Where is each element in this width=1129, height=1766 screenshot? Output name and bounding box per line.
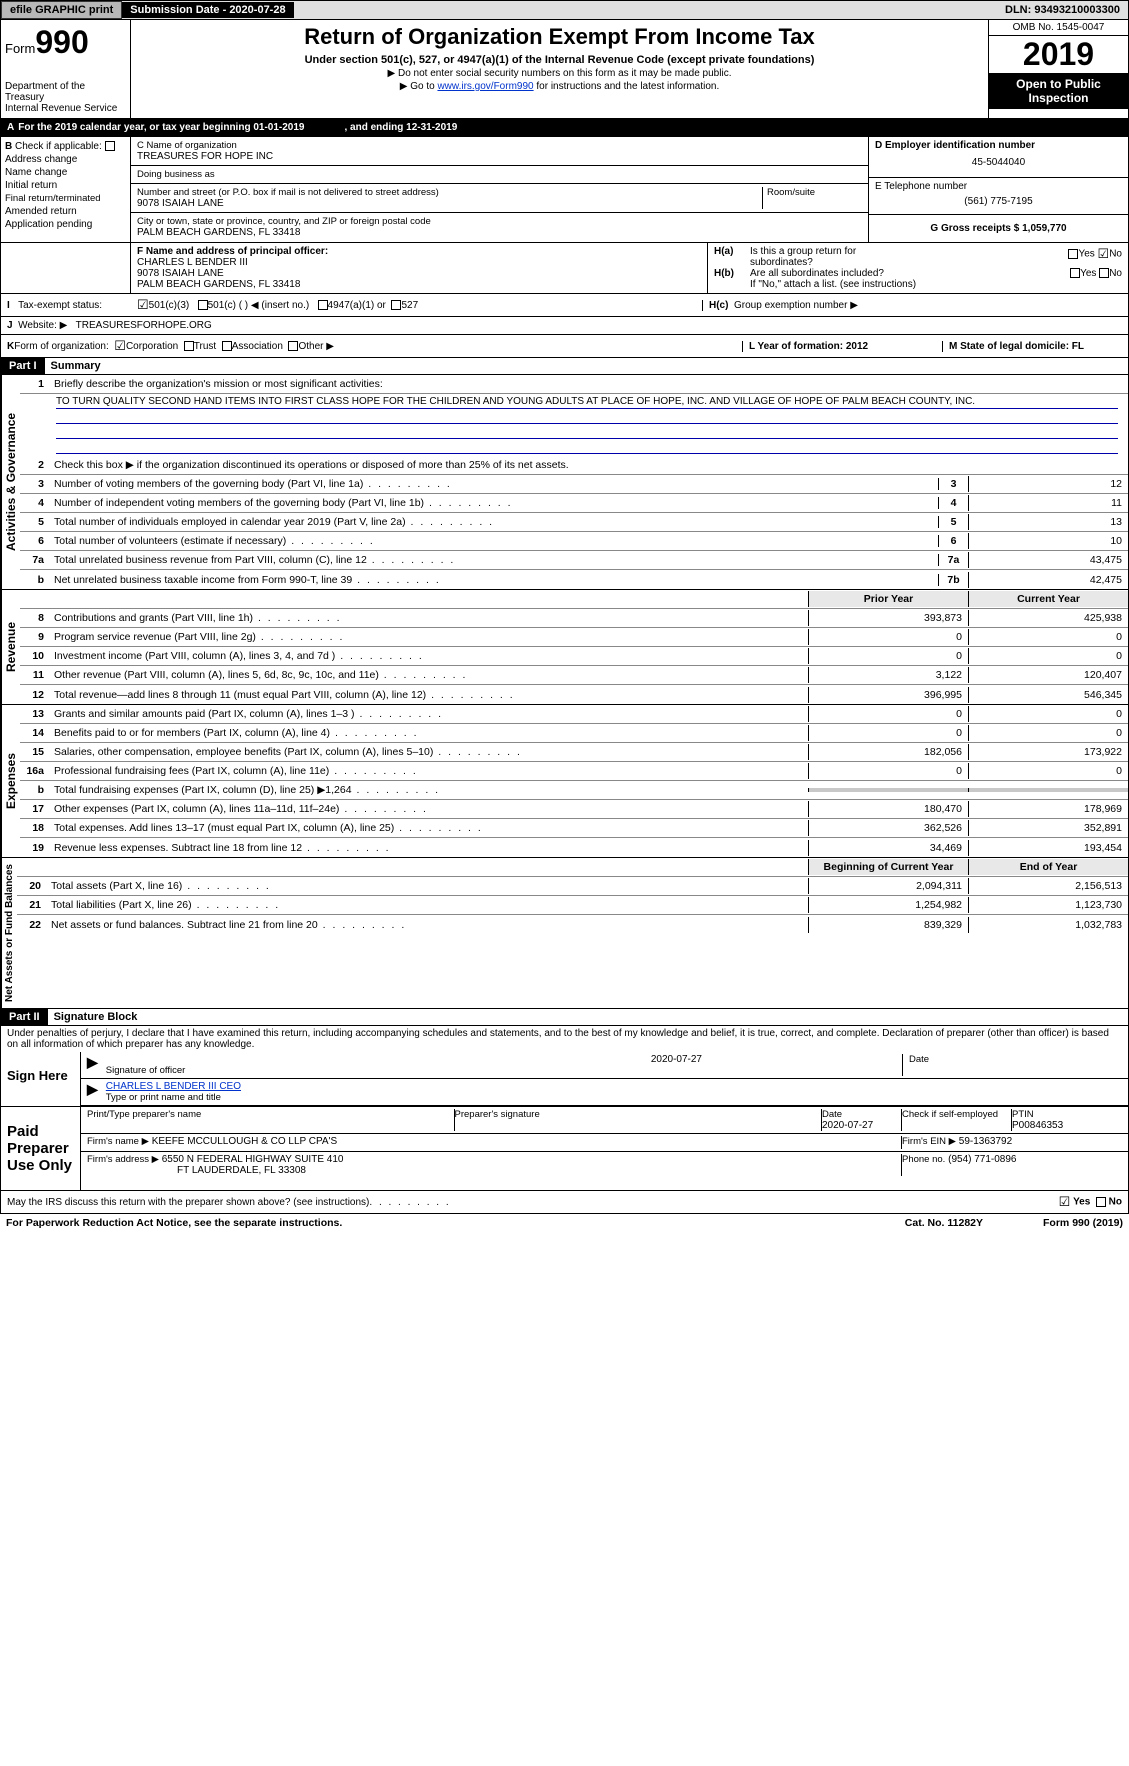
self-employed: Check if self-employed [902,1109,1012,1131]
col-f: F Name and address of principal officer:… [131,243,708,293]
firm-name: KEEFE MCCULLOUGH & CO LLP CPA'S [152,1136,337,1147]
col-b: B Check if applicable: Address change Na… [1,137,131,242]
paid-preparer-block: Paid Preparer Use Only Print/Type prepar… [0,1107,1129,1191]
vlabel-rev: Revenue [1,590,20,704]
irs-discuss-row: May the IRS discuss this return with the… [0,1191,1129,1214]
revenue-section: Revenue Prior YearCurrent Year 8Contribu… [0,590,1129,705]
form-number: 990 [35,24,88,60]
row-j: J Website: ▶ TREASURESFORHOPE.ORG [0,317,1129,335]
ptin: P00846353 [1012,1120,1063,1131]
form-subtitle: Under section 501(c), 527, or 4947(a)(1)… [139,54,980,66]
row-i: I Tax-exempt status: ☑ 501(c)(3) 501(c) … [0,294,1129,317]
expenses-section: Expenses 13Grants and similar amounts pa… [0,705,1129,858]
topbar: efile GRAPHIC print Submission Date - 20… [0,0,1129,20]
sig-date: 2020-07-27 [106,1054,902,1065]
telephone: (561) 775-7195 [875,192,1122,211]
form-label: Form [5,41,35,56]
amended-return: Amended return [5,206,126,217]
org-addr: 9078 ISAIAH LANE [137,198,762,209]
checkbox-4947[interactable] [318,300,328,310]
open-to-public: Open to Public Inspection [989,73,1128,109]
netassets-section: Net Assets or Fund Balances Beginning of… [0,858,1129,1009]
dln: DLN: 93493210003300 [997,2,1128,18]
name-change: Name change [5,167,126,178]
checkbox-hb-no[interactable] [1099,268,1109,278]
tax-year: 2019 [989,36,1128,73]
vlabel-exp: Expenses [1,705,20,857]
final-return: Final return/terminated [5,193,126,204]
checkbox-hb-yes[interactable] [1070,268,1080,278]
checkbox-501c[interactable] [198,300,208,310]
col-de: D Employer identification number45-50440… [868,137,1128,242]
section-bcde: B Check if applicable: Address change Na… [0,137,1129,243]
form-foot: Form 990 (2019) [1043,1217,1123,1229]
org-city: PALM BEACH GARDENS, FL 33418 [137,227,862,238]
sign-here-label: Sign Here [1,1052,81,1106]
gross-receipts: G Gross receipts $ 1,059,770 [930,223,1066,234]
section-fh: F Name and address of principal officer:… [0,243,1129,294]
officer-addr1: 9078 ISAIAH LANE [137,268,701,279]
dept: Department of the Treasury [5,81,126,103]
row-klm: K Form of organization: ☑ Corporation Tr… [0,335,1129,358]
firm-phone: (954) 771-0896 [948,1154,1016,1165]
irs: Internal Revenue Service [5,103,126,114]
checkbox-assoc[interactable] [222,341,232,351]
form-title: Return of Organization Exempt From Incom… [139,24,980,50]
addr-change: Address change [5,154,126,165]
officer-sig-name[interactable]: CHARLES L BENDER III CEO [106,1081,241,1092]
checkbox-other[interactable] [288,341,298,351]
cat-no: Cat. No. 11282Y [905,1217,983,1229]
perjury-text: Under penalties of perjury, I declare th… [0,1026,1129,1052]
checkbox-trust[interactable] [184,341,194,351]
vlabel-na: Net Assets or Fund Balances [1,858,17,1008]
state-domicile: M State of legal domicile: FL [949,341,1084,352]
year-formation: L Year of formation: 2012 [749,341,868,352]
col-c: C Name of organizationTREASURES FOR HOPE… [131,137,1128,242]
checkbox-ha-yes[interactable] [1068,249,1078,259]
vlabel-ag: Activities & Governance [1,375,20,589]
org-name: TREASURES FOR HOPE INC [137,151,862,162]
footer: For Paperwork Reduction Act Notice, see … [0,1214,1129,1232]
col-h: H(a)Is this a group return forsubordinat… [708,243,1128,293]
omb: OMB No. 1545-0047 [989,20,1128,36]
ein: 45-5044040 [875,151,1122,174]
prep-date: 2020-07-27 [822,1120,873,1131]
mission-text: TO TURN QUALITY SECOND HAND ITEMS INTO F… [56,396,1118,409]
officer-name: CHARLES L BENDER III [137,257,701,268]
part1-header: Part I Summary [0,358,1129,375]
activities-governance: Activities & Governance 1Briefly describ… [0,375,1129,590]
submission-date: Submission Date - 2020-07-28 [122,2,293,18]
paid-preparer-label: Paid Preparer Use Only [1,1107,81,1190]
form-header: Form990 Department of the Treasury Inter… [0,20,1129,119]
paperwork-notice: For Paperwork Reduction Act Notice, see … [6,1217,342,1229]
efile-button[interactable]: efile GRAPHIC print [1,1,122,19]
goto-note: ▶ Go to www.irs.gov/Form990 for instruct… [139,81,980,92]
firm-addr1: 6550 N FEDERAL HIGHWAY SUITE 410 [162,1154,344,1165]
officer-addr2: PALM BEACH GARDENS, FL 33418 [137,279,701,290]
part2-header: Part II Signature Block [0,1009,1129,1026]
initial-return: Initial return [5,180,126,191]
firm-addr2: FT LAUDERDALE, FL 33308 [87,1165,306,1176]
firm-ein: 59-1363792 [959,1136,1012,1147]
app-pending: Application pending [5,219,126,230]
row-a: A For the 2019 calendar year, or tax yea… [0,119,1129,137]
ssn-note: ▶ Do not enter social security numbers o… [139,68,980,79]
sign-here-block: Sign Here ▶2020-07-27Signature of office… [0,1052,1129,1107]
checkbox[interactable] [105,141,115,151]
checkbox-527[interactable] [391,300,401,310]
irs-link[interactable]: www.irs.gov/Form990 [437,81,533,92]
checkbox-irs-no[interactable] [1096,1197,1106,1207]
website: TREASURESFORHOPE.ORG [76,320,212,331]
